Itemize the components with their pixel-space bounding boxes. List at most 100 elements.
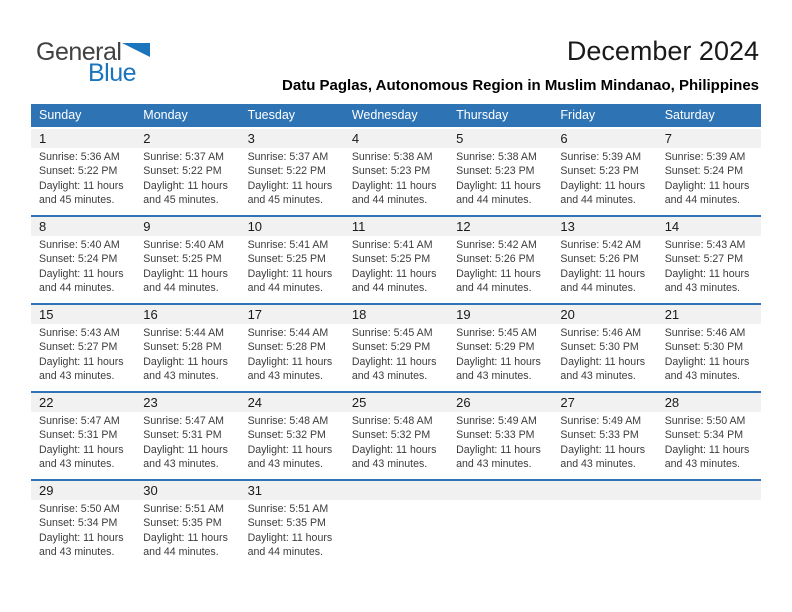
day-info-line: Daylight: 11 hours [143,443,228,456]
day-info-line: Sunset: 5:22 PM [39,165,118,178]
day-info-line: and 43 minutes. [351,458,428,471]
day-info-line: Sunset: 5:31 PM [143,429,222,442]
logo-text-general: General [36,38,122,66]
day-info-line: and 43 minutes. [664,458,741,471]
day-info-line: Sunrise: 5:45 AM [351,327,433,339]
day-number: 24 [247,395,263,410]
day-info-line: and 43 minutes. [664,282,741,295]
day-info-line: Sunrise: 5:50 AM [39,503,120,515]
day-info-line: Daylight: 11 hours [143,267,228,280]
day-number-band: 22 23 24 25 26 27 28 [31,393,761,412]
week-row: 15 16 17 18 19 20 21 Sunrise: 5:43 AM Sunset: 5:… [31,303,761,391]
day-number: 16 [143,307,158,322]
day-info-line: and 44 minutes. [143,546,219,559]
day-info-line: Daylight: 11 hours [39,267,124,280]
day-cell: Sunrise: 5:38 AM Sunset: 5:23 PM Daylight:… [448,148,552,215]
day-info-line: Daylight: 11 hours [456,443,541,456]
day-info-line: Sunset: 5:24 PM [39,253,118,266]
day-cell-empty [657,500,761,567]
day-info-line: Daylight: 11 hours [247,531,333,544]
day-cell: Sunrise: 5:49 AM Sunset: 5:33 PM Daylight:… [552,412,656,479]
day-info-line: Sunrise: 5:48 AM [247,415,329,427]
day-info-line: Sunrise: 5:47 AM [39,415,120,427]
day-number: 11 [351,219,366,234]
day-info-line: and 43 minutes. [39,546,115,559]
day-info-line: Daylight: 11 hours [247,267,333,280]
day-info-line: Sunset: 5:27 PM [664,253,744,266]
day-info-line: Sunset: 5:29 PM [351,341,431,354]
day-cell: Sunrise: 5:45 AM Sunset: 5:29 PM Daylight:… [448,324,552,391]
day-info-line: Sunrise: 5:46 AM [560,327,642,339]
day-info-line: Sunset: 5:29 PM [456,341,535,354]
day-info-line: Daylight: 11 hours [39,355,124,368]
day-number: 23 [143,395,158,410]
day-cell: Sunrise: 5:48 AM Sunset: 5:32 PM Daylight:… [344,412,448,479]
day-cell: Sunrise: 5:40 AM Sunset: 5:25 PM Daylight:… [135,236,239,303]
day-info-line: Sunset: 5:23 PM [560,165,639,178]
weekday-label: Thursday [456,108,509,122]
day-info-line: and 43 minutes. [560,458,636,471]
weekday-header-row: Sunday Monday Tuesday Wednesday Thursday Frid… [31,104,761,127]
day-cell-empty [344,500,448,567]
week-content: Sunrise: 5:43 AM Sunset: 5:27 PM Daylight:… [31,324,761,391]
day-number-empty [448,481,552,500]
day-number: 9 [143,219,151,234]
week-row: 1 2 3 4 5 6 7 Sunrise: 5:36 AM Sunset: 5:22 PM Da… [31,129,761,215]
day-info-line: Daylight: 11 hours [664,179,750,192]
week-content: Sunrise: 5:50 AM Sunset: 5:34 PM Daylight:… [31,500,761,567]
day-info-line: Daylight: 11 hours [247,443,333,456]
day-info-line: and 44 minutes. [456,282,532,295]
day-info-line: Daylight: 11 hours [39,531,124,544]
day-number: 31 [247,483,263,498]
day-number-empty [552,481,656,500]
day-info-line: and 44 minutes. [560,194,636,207]
day-info-line: Sunset: 5:24 PM [664,165,744,178]
day-info-line: and 44 minutes. [664,194,741,207]
day-info-line: and 45 minutes. [39,194,115,207]
day-info-line: Sunset: 5:23 PM [456,165,535,178]
day-info-line: Sunrise: 5:41 AM [351,239,433,251]
day-info-line: Sunset: 5:25 PM [143,253,222,266]
day-info-line: Sunset: 5:33 PM [560,429,639,442]
weekday-label: Saturday [664,108,715,122]
day-info-line: Daylight: 11 hours [143,531,228,544]
day-number-band: 1 2 3 4 5 6 7 [31,129,761,148]
day-cell: Sunrise: 5:46 AM Sunset: 5:30 PM Daylight:… [657,324,761,391]
day-cell: Sunrise: 5:50 AM Sunset: 5:34 PM Daylight:… [31,500,135,567]
day-info-line: and 44 minutes. [560,282,636,295]
day-number: 20 [560,307,575,322]
day-info-line: Sunset: 5:32 PM [351,429,431,442]
day-number-empty [657,481,761,500]
day-info-line: Sunset: 5:28 PM [247,341,326,354]
day-number: 6 [560,131,568,146]
day-info-line: Sunrise: 5:51 AM [247,503,329,515]
day-info-line: Sunset: 5:26 PM [456,253,535,266]
day-info-line: Daylight: 11 hours [456,267,541,280]
day-number: 14 [664,219,680,234]
day-info-line: Sunset: 5:26 PM [560,253,639,266]
day-info-line: Sunrise: 5:41 AM [247,239,329,251]
day-info-line: Daylight: 11 hours [351,443,437,456]
day-number: 22 [39,395,54,410]
day-cell: Sunrise: 5:46 AM Sunset: 5:30 PM Daylight:… [552,324,656,391]
day-number: 17 [247,307,263,322]
day-number-band: 29 30 31 [31,481,761,500]
day-number-band: 8 9 10 11 12 13 14 [31,217,761,236]
day-info-line: Sunrise: 5:38 AM [351,151,433,163]
day-info-line: Daylight: 11 hours [351,267,437,280]
day-info-line: Sunset: 5:35 PM [143,517,222,530]
day-info-line: Sunset: 5:22 PM [143,165,222,178]
day-info-line: Daylight: 11 hours [351,355,437,368]
day-info-line: Sunset: 5:22 PM [247,165,326,178]
day-cell: Sunrise: 5:42 AM Sunset: 5:26 PM Daylight:… [552,236,656,303]
day-info-line: Sunrise: 5:37 AM [247,151,329,163]
day-info-line: and 43 minutes. [39,370,115,383]
day-cell: Sunrise: 5:44 AM Sunset: 5:28 PM Daylight:… [135,324,239,391]
day-number: 21 [664,307,680,322]
day-info-line: Sunset: 5:27 PM [39,341,118,354]
day-number: 27 [560,395,575,410]
day-info-line: Sunset: 5:31 PM [39,429,118,442]
day-info-line: Sunrise: 5:42 AM [456,239,537,251]
day-info-line: Sunrise: 5:38 AM [456,151,537,163]
day-cell-empty [552,500,656,567]
